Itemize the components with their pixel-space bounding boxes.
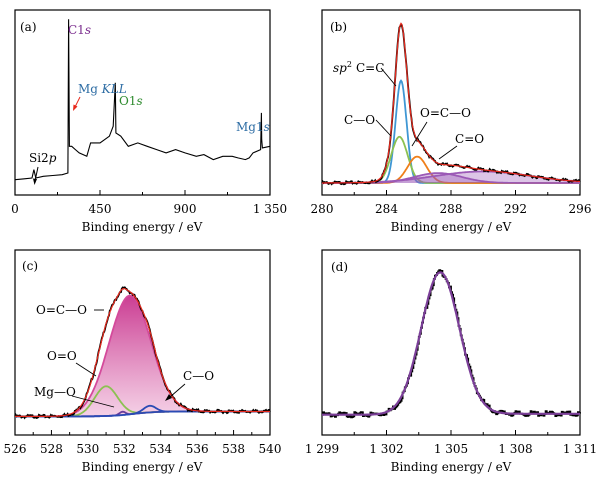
annotation-c-c-o: C—O — [183, 369, 214, 383]
panel-b-xlabel: Binding energy / eV — [391, 220, 512, 234]
x-tick-label: 292 — [504, 202, 527, 216]
annotation-mg1s: Mg1s — [236, 120, 270, 134]
peak-c=c-line — [322, 79, 580, 184]
panel-a-x-ticks: 0 450 900 1 350 — [11, 190, 287, 216]
peak-fill-c=o — [322, 173, 580, 183]
panel-c-xlabel: Binding energy / eV — [82, 460, 203, 474]
x-tick-label: 532 — [113, 442, 136, 456]
annotation-b-c-dbl-o-leader — [438, 145, 458, 160]
annotation-mg-kll: Mg KLL — [78, 82, 127, 96]
panel-b-frame — [321, 9, 581, 196]
panel-c-label: (c) — [22, 259, 38, 273]
panel-d-label: (d) — [331, 260, 348, 274]
annotation-c-mg-o: Mg—O — [34, 385, 76, 399]
annotation-c-c-o-arrowhead — [165, 394, 172, 401]
x-tick-label: 284 — [375, 202, 398, 216]
annotation-c1s: C1s — [68, 23, 91, 37]
x-tick-label: 296 — [569, 202, 592, 216]
x-tick-label: 540 — [259, 442, 282, 456]
annotation-sp2-cc: sp2 C=C — [333, 60, 384, 75]
panel-d: (d) 1 299 1 302 1 305 1 308 1 311 Binding en… — [305, 249, 597, 474]
x-tick-label: 528 — [40, 442, 63, 456]
raw-data-line — [321, 23, 581, 186]
annotation-b-c-o: C—O — [344, 113, 375, 127]
x-tick-label: 1 308 — [498, 442, 532, 456]
panel-c-x-ticks: 526 528 530 532 534 536 538 540 — [4, 430, 282, 456]
annotation-o1s: O1s — [119, 94, 143, 108]
annotation-si2p-arrow — [34, 166, 39, 182]
x-tick-label: 534 — [149, 442, 172, 456]
x-tick-label: 1 299 — [305, 442, 339, 456]
fit-envelope-line — [322, 22, 581, 184]
annotation-b-o-c-o: O=C—O — [420, 106, 471, 120]
annotation-c-mg-o-leader — [71, 395, 115, 408]
x-tick-label: 1 350 — [253, 202, 287, 216]
annotation-mg-kll-arrowhead — [73, 104, 78, 111]
survey-spectrum-line — [14, 19, 271, 181]
panel-b-label: (b) — [330, 20, 347, 34]
panel-c: (c) 526 528 530 532 534 536 538 540 Binding ene… — [4, 249, 282, 474]
annotation-b-o-c-o-leader — [411, 121, 428, 147]
panel-d-x-ticks: 1 299 1 302 1 305 1 308 1 311 — [305, 430, 597, 456]
panel-a-series — [14, 19, 271, 181]
panel-d-series — [322, 269, 581, 419]
x-tick-label: 530 — [76, 442, 99, 456]
panel-b-x-ticks: 280 284 288 292 296 — [311, 190, 592, 216]
panel-a: (a) 0 450 900 1 350 Binding energy / eV C1s… — [11, 9, 287, 234]
panel-d-frame — [321, 249, 581, 436]
annotation-c-o-o-leader — [75, 362, 97, 377]
x-tick-label: 1 302 — [369, 442, 403, 456]
annotation-sp2-cc-leader — [380, 67, 397, 87]
annotation-si2p-arrowhead — [33, 178, 37, 185]
x-tick-label: 280 — [311, 202, 334, 216]
panel-a-xlabel: Binding energy / eV — [82, 220, 203, 234]
annotation-si2p: Si2p — [29, 151, 57, 165]
annotation-c-c-o-leader — [169, 383, 186, 398]
annotation-b-c-o-leader — [375, 119, 392, 137]
panel-d-xlabel: Binding energy / eV — [391, 460, 512, 474]
x-tick-label: 536 — [186, 442, 209, 456]
annotation-c-o-o: O=O — [47, 349, 77, 363]
panel-c-series — [14, 286, 271, 420]
peak-fill-o=c-o — [15, 295, 270, 417]
fit-line — [322, 271, 580, 416]
fit-envelope-line — [15, 288, 270, 417]
x-tick-label: 288 — [440, 202, 463, 216]
x-tick-label: 1 305 — [434, 442, 468, 456]
panel-a-label: (a) — [20, 20, 37, 34]
x-tick-label: 526 — [4, 442, 27, 456]
annotation-mg-kll-arrow — [74, 96, 81, 108]
x-tick-label: 900 — [174, 202, 197, 216]
x-tick-label: 538 — [222, 442, 245, 456]
x-tick-label: 1 311 — [563, 442, 597, 456]
panel-b: (b) 280 284 288 292 296 Binding energy / eV … — [311, 9, 592, 234]
panel-b-series — [321, 22, 581, 186]
x-tick-label: 0 — [11, 202, 19, 216]
x-tick-label: 450 — [89, 202, 112, 216]
annotation-c-o-c-o: O=C—O — [36, 303, 87, 317]
annotation-b-c-dbl-o: C=O — [455, 132, 484, 146]
